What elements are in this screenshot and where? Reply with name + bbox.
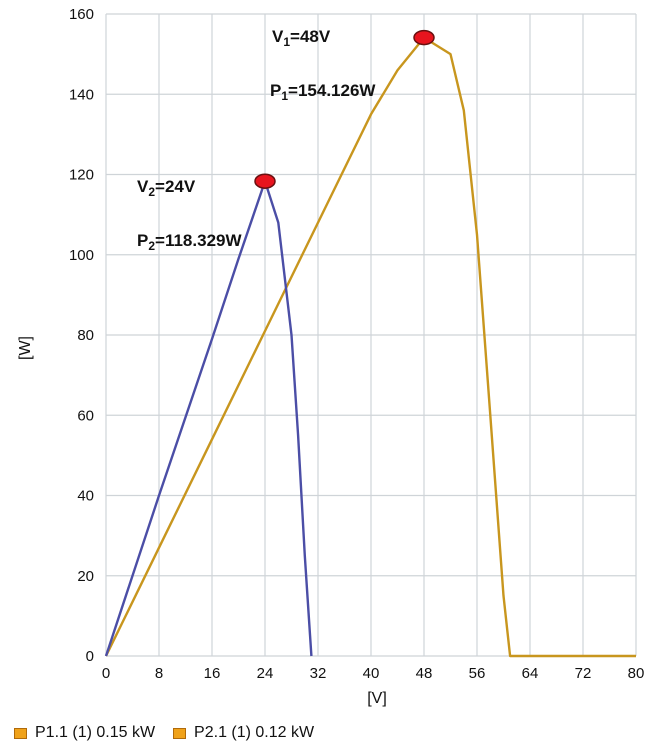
annotation-p1-prefix: P (270, 81, 281, 100)
legend-label-p1: P1.1 (1) 0.15 kW (35, 724, 156, 741)
y-tick-label: 20 (77, 568, 94, 585)
series-lines (104, 36, 636, 658)
series-line-2 (104, 180, 313, 657)
annotation-v1: V1=48V (272, 27, 331, 49)
y-tick-label: 120 (69, 167, 94, 184)
annotation-p2-prefix: P (137, 231, 148, 250)
y-tick-label: 100 (69, 247, 94, 264)
x-tick-label: 64 (522, 665, 539, 682)
x-tick-label: 24 (257, 665, 274, 682)
annotation-p2: P2=118.329W (137, 231, 242, 253)
annotation-v1-text: =48V (290, 27, 331, 46)
annotation-v1-prefix: V (272, 27, 284, 46)
y-tick-label: 40 (77, 488, 94, 505)
peak-marker-1 (413, 29, 435, 46)
annotation-p1-sub: 1 (281, 89, 288, 103)
chart: 0 20 40 60 80 100 120 140 160 0 8 16 24 32 40 48 56 64 72… (17, 6, 645, 707)
x-tick-label: 72 (575, 665, 592, 682)
y-tick-labels: 0 20 40 60 80 100 120 140 160 (69, 6, 94, 665)
x-tick-label: 8 (155, 665, 163, 682)
x-tick-label: 40 (363, 665, 380, 682)
peak-marker-2 (254, 173, 276, 189)
x-tick-label: 48 (416, 665, 433, 682)
legend-swatch-icon (14, 727, 27, 739)
y-tick-label: 0 (86, 648, 94, 665)
x-tick-label: 32 (310, 665, 327, 682)
x-axis-label: [V] (367, 690, 387, 707)
y-tick-label: 60 (77, 407, 94, 424)
annotation-v1-sub: 1 (283, 35, 290, 49)
legend-swatch-icon (173, 727, 187, 739)
legend-item-p1[interactable]: P1.1 (1) 0.15 kW (14, 724, 155, 742)
annotation-p1: P1=154.126W (270, 81, 376, 103)
x-tick-label: 56 (469, 665, 486, 682)
peak-markers (254, 29, 435, 189)
annotation-v2: V2=24V (137, 177, 196, 199)
annotation-p2-text: =118.329W (155, 231, 242, 250)
x-tick-label: 16 (204, 665, 221, 682)
legend-label-p2: P2.1 (1) 0.12 kW (194, 724, 315, 741)
y-axis-label: [W] (17, 336, 34, 360)
x-tick-label: 0 (102, 665, 110, 682)
y-tick-label: 140 (69, 86, 94, 103)
annotation-v2-text: =24V (155, 177, 196, 196)
y-tick-label: 80 (77, 327, 94, 344)
annotation-v2-prefix: V (137, 177, 149, 196)
x-tick-labels: 0 8 16 24 32 40 48 56 64 72 80 (102, 665, 645, 682)
annotation-v2-sub: 2 (148, 185, 155, 199)
legend: P1.1 (1) 0.15 kW P2.1 (1) 0.12 kW (14, 724, 332, 742)
series-line-1 (104, 36, 636, 658)
grid (105, 13, 637, 657)
legend-item-p2[interactable]: P2.1 (1) 0.12 kW (173, 724, 314, 742)
annotation-p1-text: =154.126W (288, 81, 376, 100)
x-tick-label: 80 (628, 665, 645, 682)
y-tick-label: 160 (69, 6, 94, 23)
annotation-p2-sub: 2 (148, 239, 155, 253)
